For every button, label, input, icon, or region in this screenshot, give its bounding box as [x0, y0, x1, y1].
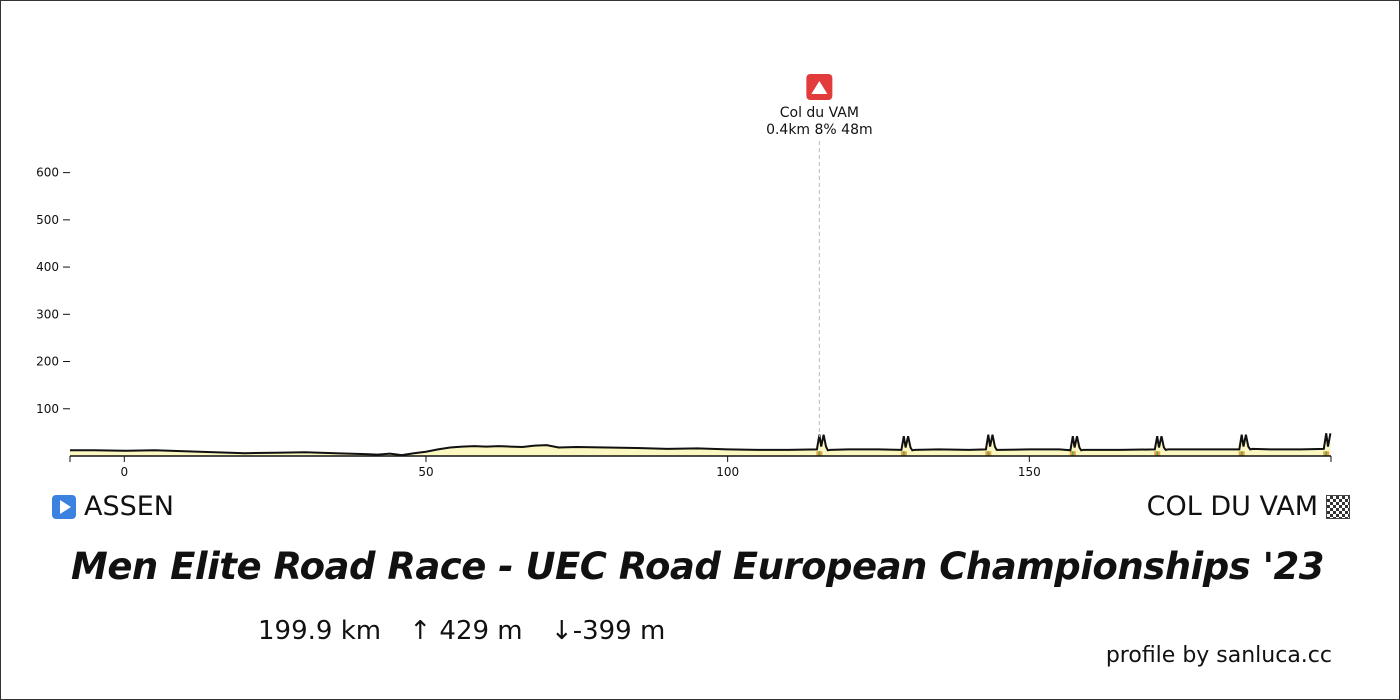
climb-segment-core-3: [987, 451, 990, 456]
elevation-line: [70, 433, 1332, 457]
x-tick-label-150: 150: [1018, 465, 1041, 479]
climb-segment-core-5: [1156, 451, 1159, 456]
route-start: ASSEN: [52, 491, 174, 522]
play-icon: [52, 494, 76, 519]
y-tick-label-400: 400: [36, 260, 59, 274]
y-tick-label-300: 300: [36, 307, 59, 321]
climb-segment-core-2: [902, 451, 905, 456]
descent-stat: ↓-399 m: [550, 616, 666, 646]
credit: profile by sanluca.cc: [1105, 643, 1332, 668]
y-tick-label-100: 100: [36, 402, 59, 416]
checkered-flag-icon: [1326, 494, 1350, 519]
climb-segment-core-6: [1240, 451, 1243, 456]
mountain-icon-peak: [811, 81, 828, 94]
start-label: ASSEN: [84, 491, 175, 522]
y-tick-label-500: 500: [36, 213, 59, 227]
climb-segment-core-4: [1071, 451, 1074, 456]
race-stats: 199.9 km ↑ 429 m ↓-399 m: [258, 616, 685, 646]
race-title: Men Elite Road Race - UEC Road European …: [71, 545, 1324, 588]
route-finish: COL DU VAM: [1147, 491, 1350, 522]
ascent-stat: ↑ 429 m: [409, 616, 523, 646]
x-tick-label-0: 0: [120, 465, 128, 479]
climb-segment-core-1: [818, 451, 821, 456]
x-tick-label-50: 50: [418, 465, 433, 479]
distance-stat: 199.9 km: [258, 616, 382, 646]
elevation-chart: 100 200 300 400 500 600 0 50 100 150 Col du VAM0.4…: [36, 74, 1332, 479]
climb-name: Col du VAM: [780, 105, 859, 121]
y-tick-label-600: 600: [36, 166, 59, 180]
climb-detail: 0.4km 8% 48m: [766, 122, 873, 138]
y-tick-label-200: 200: [36, 355, 59, 369]
climb-segment-core-7: [1325, 451, 1328, 456]
finish-label: COL DU VAM: [1146, 491, 1318, 522]
x-tick-label-100: 100: [716, 465, 739, 479]
